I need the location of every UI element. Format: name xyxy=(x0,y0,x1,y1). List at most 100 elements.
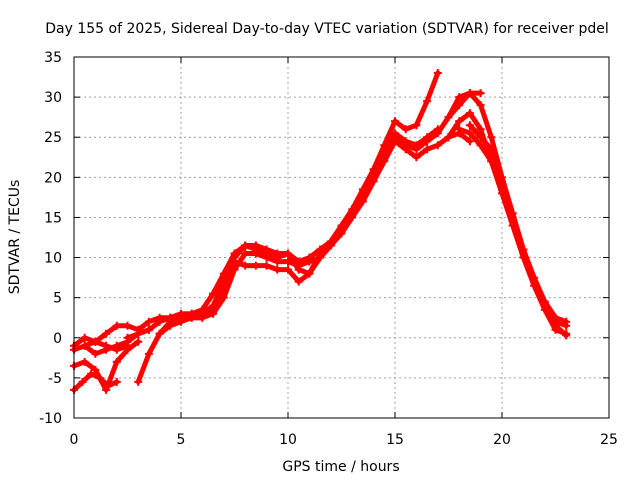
data-point xyxy=(273,257,282,266)
data-point xyxy=(412,153,421,162)
data-point xyxy=(305,269,314,278)
data-point xyxy=(91,365,100,374)
data-point xyxy=(144,349,153,358)
data-point xyxy=(562,317,571,326)
y-tick-label: 30 xyxy=(44,90,62,106)
y-tick-label: 0 xyxy=(53,331,62,347)
data-point xyxy=(123,341,132,350)
x-tick-label: 10 xyxy=(279,432,297,448)
y-tick-label: -10 xyxy=(39,411,62,427)
data-point xyxy=(177,317,185,326)
data-point xyxy=(391,117,399,126)
data-point xyxy=(112,345,121,354)
data-point xyxy=(530,273,539,282)
data-point xyxy=(166,321,175,330)
data-point xyxy=(102,329,111,338)
plot-frame xyxy=(73,56,610,419)
data-series xyxy=(70,69,571,394)
y-axis-label: SDTVAR / TECUs xyxy=(7,180,23,295)
data-point xyxy=(144,317,153,326)
data-point xyxy=(316,253,325,262)
x-tick-label: 20 xyxy=(493,432,511,448)
data-point xyxy=(476,133,485,142)
x-tick-label: 15 xyxy=(386,432,404,448)
data-point xyxy=(134,337,143,346)
data-point xyxy=(102,341,111,350)
data-point xyxy=(251,261,260,270)
x-tick-label: 25 xyxy=(600,432,618,448)
data-point xyxy=(78,377,87,386)
data-point xyxy=(465,129,474,138)
x-axis-label: GPS time / hours xyxy=(282,459,399,475)
data-point xyxy=(112,321,121,330)
data-point xyxy=(187,313,196,322)
data-point xyxy=(401,141,410,150)
data-point xyxy=(102,385,111,394)
y-tick-label: 15 xyxy=(44,210,62,226)
data-point xyxy=(455,117,464,126)
data-point xyxy=(519,245,528,254)
data-point xyxy=(91,337,100,346)
data-point xyxy=(144,325,153,334)
data-point xyxy=(262,261,271,270)
data-point xyxy=(444,133,453,142)
data-point xyxy=(433,141,442,150)
data-point xyxy=(241,249,250,258)
data-point xyxy=(476,89,485,98)
data-point xyxy=(423,97,432,106)
data-point xyxy=(134,329,143,338)
data-point xyxy=(465,109,474,118)
data-point xyxy=(112,377,121,386)
data-point xyxy=(209,309,218,318)
data-point xyxy=(487,145,496,154)
data-point xyxy=(284,257,292,266)
data-point xyxy=(391,133,399,142)
data-point xyxy=(230,265,239,274)
x-tick-label: 0 xyxy=(70,432,79,448)
data-point xyxy=(251,249,260,258)
data-point xyxy=(87,369,96,378)
data-point xyxy=(433,129,442,138)
data-point xyxy=(134,377,143,386)
data-point xyxy=(91,349,100,358)
data-point xyxy=(80,333,89,342)
data-point xyxy=(380,149,389,158)
data-point xyxy=(198,313,207,322)
y-tick-label: 10 xyxy=(44,251,62,267)
data-point xyxy=(284,265,292,274)
data-point xyxy=(155,329,164,338)
data-point xyxy=(155,317,164,326)
data-point xyxy=(540,297,549,306)
data-point xyxy=(80,357,89,366)
data-point xyxy=(412,121,421,130)
data-point xyxy=(358,193,367,202)
data-point xyxy=(455,125,464,134)
data-point xyxy=(476,101,485,110)
data-point xyxy=(465,137,474,146)
y-tick-label: 25 xyxy=(44,130,62,146)
y-tick-label: 20 xyxy=(44,170,62,186)
data-point xyxy=(551,313,560,322)
series-line-track-12 xyxy=(467,122,569,325)
data-point xyxy=(423,137,432,146)
data-point xyxy=(123,333,132,342)
data-point xyxy=(241,261,250,270)
data-point xyxy=(476,141,485,150)
data-point xyxy=(305,257,314,266)
data-point xyxy=(262,253,271,262)
data-point xyxy=(455,93,464,102)
data-point xyxy=(294,261,303,270)
data-point xyxy=(326,241,335,250)
grid-lines xyxy=(74,57,609,418)
data-point xyxy=(80,341,89,350)
data-point xyxy=(508,213,517,222)
x-tick-label: 5 xyxy=(177,432,186,448)
data-point xyxy=(284,249,292,258)
data-point xyxy=(487,133,496,142)
data-point xyxy=(337,225,346,234)
y-tick-label: -5 xyxy=(48,371,62,387)
data-point xyxy=(476,125,485,134)
data-point xyxy=(348,209,357,218)
chart-title: Day 155 of 2025, Sidereal Day-to-day VTE… xyxy=(45,21,609,37)
